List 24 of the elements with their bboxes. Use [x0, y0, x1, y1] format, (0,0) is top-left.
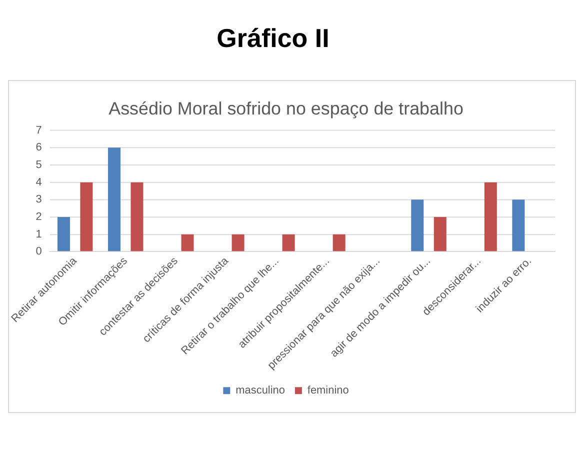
- bar: [181, 234, 194, 252]
- y-tick-label: 6: [36, 142, 42, 154]
- bar: [411, 200, 424, 252]
- bar: [282, 234, 295, 252]
- bar: [512, 200, 525, 252]
- chart-title: Gráfico II: [216, 22, 330, 55]
- bar: [130, 182, 144, 252]
- y-tick-label: 1: [36, 228, 42, 240]
- y-tick-label: 5: [36, 159, 42, 171]
- bar: [332, 234, 346, 252]
- bar: [57, 216, 70, 252]
- bar: [80, 182, 93, 252]
- legend-label: feminino: [307, 384, 349, 397]
- y-tick-label: 3: [36, 194, 42, 206]
- y-tick-label: 7: [36, 124, 42, 136]
- bar: [232, 234, 244, 252]
- chart-subtitle: Assédio Moral sofrido no espaço de trabalho: [108, 98, 464, 119]
- bar: [108, 148, 121, 252]
- bar: [434, 216, 446, 252]
- y-tick-label: 0: [36, 246, 42, 258]
- y-tick-label: 4: [36, 176, 42, 188]
- bar: [484, 182, 497, 252]
- y-tick-label: 2: [36, 211, 42, 224]
- legend-label: masculino: [236, 384, 285, 397]
